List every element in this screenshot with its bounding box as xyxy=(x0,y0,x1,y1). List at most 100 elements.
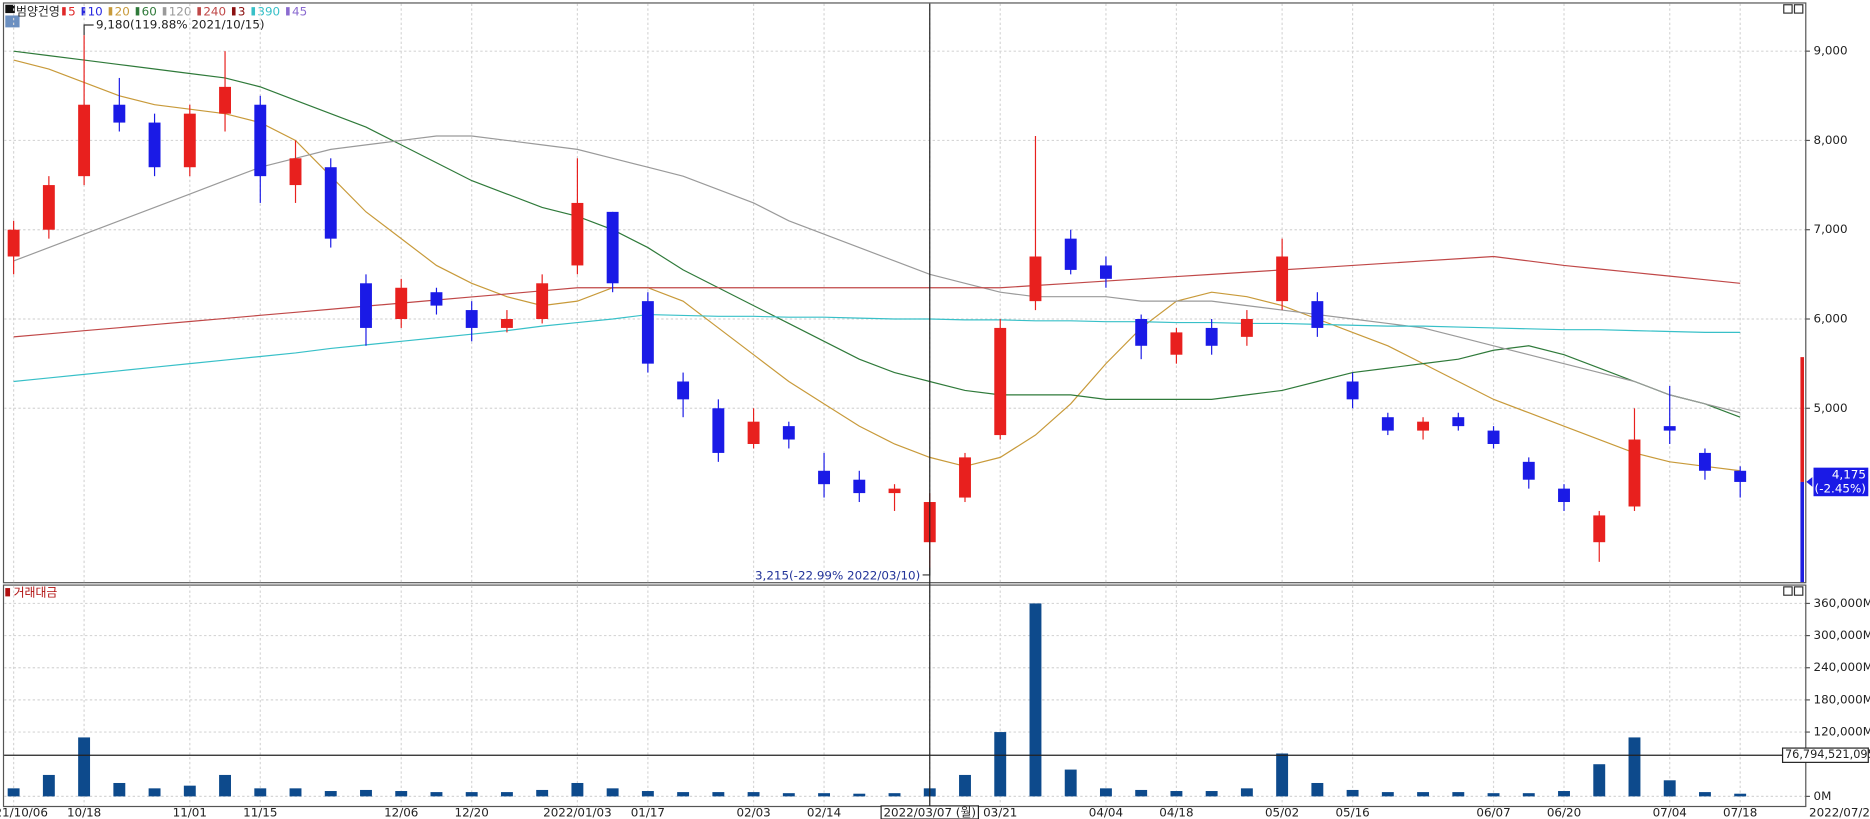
candle-body xyxy=(1593,515,1606,543)
volume-bar xyxy=(747,792,760,797)
x-tick-label: 12/20 xyxy=(455,806,489,819)
panel-close[interactable] xyxy=(1793,586,1804,596)
volume-bar xyxy=(360,789,372,797)
candle-body xyxy=(1276,256,1289,302)
legend-swatch xyxy=(286,7,290,16)
ma-line xyxy=(13,135,1741,414)
volume-bar xyxy=(1628,737,1641,797)
candle-body xyxy=(747,421,760,444)
volume-bar xyxy=(1064,769,1077,797)
x-tick-label: 07/18 xyxy=(1723,806,1757,819)
legend-swatch xyxy=(231,7,236,16)
candle-body xyxy=(606,211,619,284)
candle-body xyxy=(42,185,55,230)
y-tick-label: 7,000 xyxy=(1814,222,1848,236)
candle-body xyxy=(1663,426,1676,431)
price-bar xyxy=(1800,481,1804,583)
panel-icon xyxy=(5,4,15,14)
x-tick-label: 05/16 xyxy=(1335,806,1369,819)
legend-label: 120 xyxy=(169,4,192,18)
candle-body xyxy=(219,86,231,114)
legend-label: 3 xyxy=(238,4,246,18)
candle-body xyxy=(959,457,971,498)
panel-button[interactable] xyxy=(5,15,20,28)
volume-bar xyxy=(78,737,91,797)
y-tick-label: 360,000M xyxy=(1814,596,1870,610)
legend-label: 60 xyxy=(142,4,157,18)
volume-bar xyxy=(818,793,831,797)
legend-label: 20 xyxy=(115,4,130,18)
candle-body xyxy=(395,287,408,319)
volume-bar xyxy=(465,792,478,797)
candle-body xyxy=(324,167,337,239)
candle-body xyxy=(430,292,443,306)
candle-body xyxy=(536,283,549,319)
candle-body xyxy=(782,426,795,440)
candle-body xyxy=(183,113,196,168)
candle-body xyxy=(1487,430,1500,444)
volume-bar xyxy=(1663,780,1676,797)
panel-close[interactable] xyxy=(1793,4,1804,14)
volume-bar xyxy=(571,782,584,797)
candle-body xyxy=(1029,256,1042,302)
x-end-label: 2022/07/22 xyxy=(1809,806,1870,819)
x-tick-label: 2021/10/06 xyxy=(0,806,48,819)
note-leader xyxy=(83,24,94,36)
volume-bar xyxy=(1311,782,1324,797)
legend-swatch xyxy=(62,7,66,16)
y-tick-label: 120,000M xyxy=(1814,725,1870,739)
candle-body xyxy=(1734,470,1747,482)
price-change: (-2.45%) xyxy=(1815,482,1866,496)
volume-bar xyxy=(1276,753,1289,797)
volume-bar xyxy=(148,788,161,797)
candle-body xyxy=(465,310,478,328)
ma-line xyxy=(13,313,1741,383)
volume-bar xyxy=(500,792,513,797)
volume-bar xyxy=(888,793,901,797)
x-tick-label: 05/02 xyxy=(1265,806,1299,819)
y-tick-label: 6,000 xyxy=(1814,311,1848,325)
ma-line xyxy=(13,59,1741,472)
candle-body xyxy=(1135,318,1148,346)
y-tick-label: 300,000M xyxy=(1814,628,1870,642)
volume-bar xyxy=(712,792,725,797)
candle-body xyxy=(571,202,584,266)
legend-swatch xyxy=(135,7,140,16)
volume-bar xyxy=(782,793,795,797)
volume-bar xyxy=(1381,792,1394,797)
legend-swatch xyxy=(251,7,256,16)
price-label: 4,175 xyxy=(1832,467,1866,481)
legend-label: 240 xyxy=(203,4,226,18)
candle-body xyxy=(1381,417,1394,431)
price-box xyxy=(1813,467,1869,497)
crosshair-value: 76,794,521,095 xyxy=(1785,748,1870,761)
volume-bar xyxy=(183,785,196,797)
panel-minimize[interactable] xyxy=(1783,4,1793,14)
candle-body xyxy=(289,158,302,186)
candle-body xyxy=(1558,488,1570,503)
low-note: 3,215(-22.99% 2022/03/10) xyxy=(755,569,920,583)
x-tick-label: 01/17 xyxy=(631,806,665,819)
volume-bar xyxy=(536,789,549,797)
x-tick-label: 12/06 xyxy=(384,806,418,819)
candle-body xyxy=(1170,332,1183,355)
candle-body xyxy=(1522,461,1535,480)
x-tick-label: 04/18 xyxy=(1159,806,1193,819)
panel-minimize[interactable] xyxy=(1783,586,1793,596)
candle-body xyxy=(7,229,20,257)
volume-bar xyxy=(430,792,443,797)
candle-body xyxy=(1628,439,1641,507)
candle-body xyxy=(1417,421,1430,431)
x-tick-label: 03/21 xyxy=(983,806,1017,819)
legend-swatch xyxy=(108,7,113,16)
y-tick-label: 8,000 xyxy=(1814,133,1848,147)
volume-bar xyxy=(853,793,866,797)
volume-bar xyxy=(1170,791,1183,797)
volume-bar xyxy=(1240,788,1253,797)
x-tick-label: 2022/01/03 xyxy=(543,806,612,819)
volume-bar xyxy=(1593,764,1606,797)
volume-bar xyxy=(1029,603,1042,797)
legend-label: 390 xyxy=(257,4,280,18)
x-tick-label: 10/18 xyxy=(67,806,101,819)
